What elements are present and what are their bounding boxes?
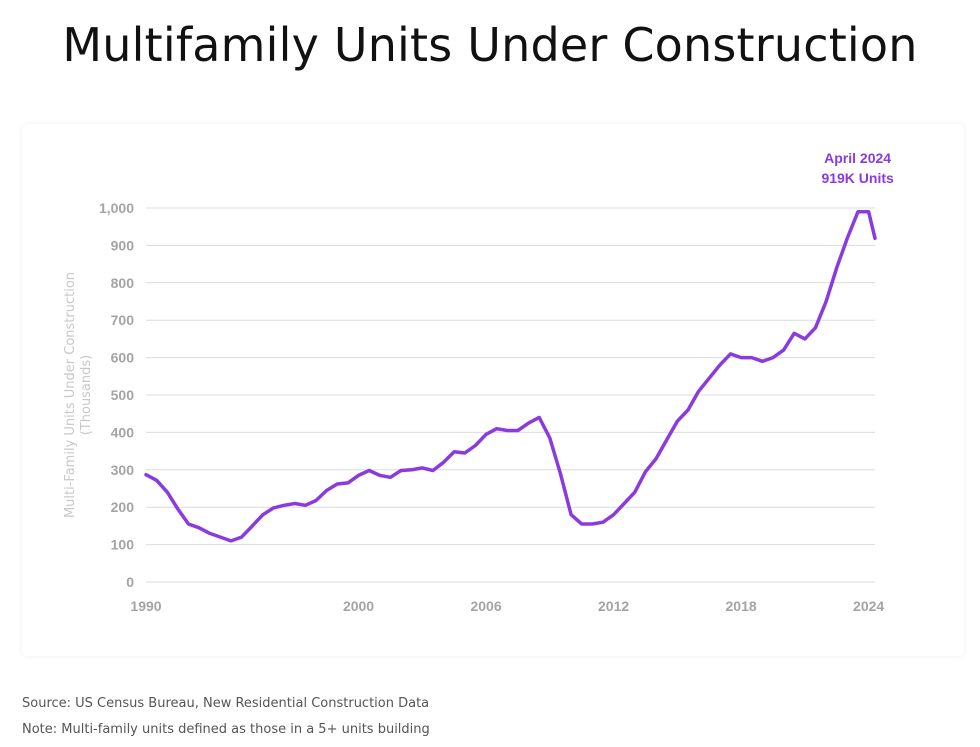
annotation-value: 919K Units	[821, 170, 894, 186]
y-tick-label: 0	[126, 574, 134, 590]
y-tick-label: 1,000	[99, 200, 134, 216]
y-tick-label: 300	[111, 462, 135, 478]
chart-card: 0 100 200 300 400 500 600 700 800 900 1,000 1990 200…	[22, 124, 964, 656]
annotation-date: April 2024	[824, 150, 891, 166]
y-tick-label: 200	[111, 499, 135, 515]
y-tick-label: 900	[111, 237, 135, 253]
y-axis-title: Multi-Family Units Under Construction	[63, 272, 78, 518]
x-tick-label: 1990	[130, 598, 161, 614]
series-line-0	[144, 209, 877, 543]
y-tick-label: 400	[111, 424, 135, 440]
y-tick-label: 500	[111, 387, 135, 403]
x-tick-label: 2024	[853, 598, 884, 614]
source-note: Source: US Census Bureau, New Residentia…	[22, 696, 430, 711]
y-tick-label: 800	[111, 275, 135, 291]
definition-note: Note: Multi-family units defined as thos…	[22, 722, 430, 737]
y-axis-subtitle: (Thousands)	[79, 355, 94, 436]
page-title: Multifamily Units Under Construction	[62, 18, 918, 72]
y-tick-label: 100	[111, 537, 135, 553]
x-tick-label: 2006	[470, 598, 501, 614]
x-tick-label: 2018	[726, 598, 757, 614]
x-tick-label: 2000	[343, 598, 374, 614]
x-tick-label: 2012	[598, 598, 629, 614]
line-chart: 0 100 200 300 400 500 600 700 800 900 1,000 1990 200…	[63, 150, 894, 614]
y-tick-label: 600	[111, 350, 135, 366]
y-tick-label: 700	[111, 312, 135, 328]
